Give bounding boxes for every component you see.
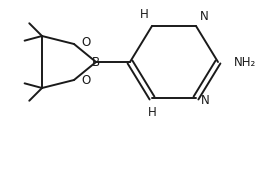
Text: N: N xyxy=(200,9,209,22)
Text: B: B xyxy=(92,55,100,68)
Text: O: O xyxy=(81,37,90,50)
Text: N: N xyxy=(201,93,210,106)
Text: O: O xyxy=(81,75,90,88)
Text: H: H xyxy=(148,105,156,118)
Text: NH₂: NH₂ xyxy=(234,55,256,68)
Text: H: H xyxy=(140,8,148,21)
